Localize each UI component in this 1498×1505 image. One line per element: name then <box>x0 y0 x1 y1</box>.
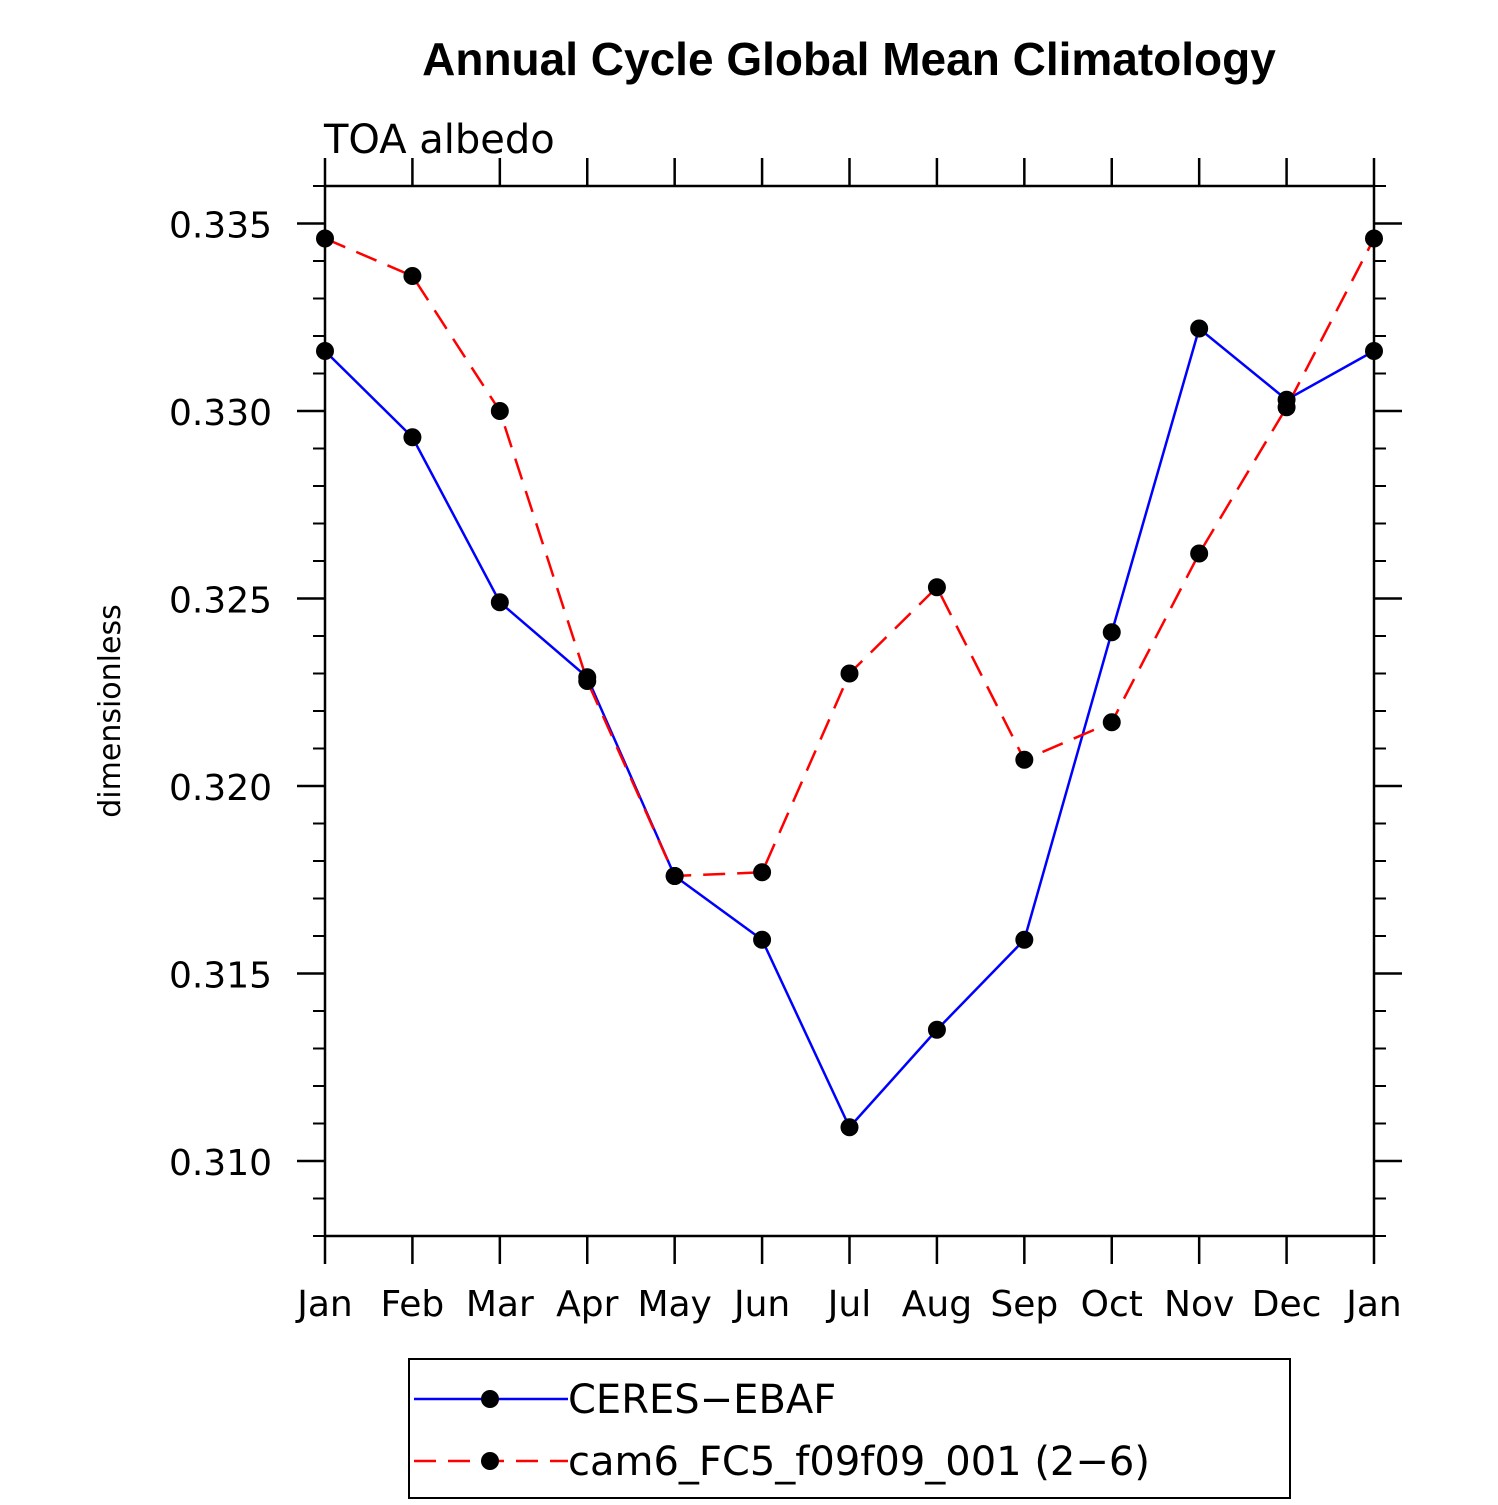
data-point-series-1 <box>1015 750 1034 769</box>
y-axis-label: dimensionless <box>93 604 128 817</box>
y-tick-label: 0.325 <box>169 581 272 622</box>
legend-marker-ceres <box>481 1390 499 1408</box>
series-line-0 <box>324 326 1375 1130</box>
data-point-series-1 <box>1190 544 1209 563</box>
data-point-series-0 <box>1015 930 1034 949</box>
x-tick-label: Jan <box>295 1284 353 1325</box>
legend-box <box>408 1358 1291 1499</box>
legend-label-cam6: cam6_FC5_f09f09_001 (2−6) <box>568 1439 1150 1485</box>
y-tick-label: 0.320 <box>169 768 272 809</box>
y-tick-labels: 0.310 0.315 0.320 0.325 0.330 0.335 <box>169 206 272 1185</box>
x-tick-label: Jun <box>732 1284 790 1325</box>
x-tick-label: Mar <box>466 1284 534 1325</box>
x-tick-label: Oct <box>1081 1284 1143 1325</box>
data-point-series-1 <box>578 672 597 690</box>
data-point-series-1 <box>403 267 422 285</box>
data-point-series-0 <box>1102 623 1121 642</box>
data-point-series-1 <box>665 867 684 885</box>
data-point-series-0 <box>490 593 509 612</box>
x-tick-labels: Jan Feb Mar Apr May Jun Jul Aug Sep Oct Nov Dec Jan <box>295 1284 1402 1325</box>
y-tick-label: 0.315 <box>169 956 272 997</box>
x-tick-label: Sep <box>990 1284 1058 1325</box>
data-point-series-1 <box>753 863 772 882</box>
data-point-series-0 <box>1190 319 1209 338</box>
data-point-series-1 <box>490 402 509 420</box>
series-line-1 <box>324 237 1376 878</box>
x-tick-label: Jan <box>1344 1284 1402 1325</box>
x-tick-label: Apr <box>556 1284 618 1325</box>
data-point-series-0 <box>403 428 422 447</box>
plot-frame <box>323 184 1376 1238</box>
data-point-series-1 <box>927 578 946 597</box>
data-point-series-0 <box>927 1020 946 1039</box>
data-point-series-1 <box>1277 398 1296 417</box>
legend: CERES−EBAF cam6_FC5_f09f09_001 (2−6) <box>408 1358 1291 1499</box>
series-group <box>316 229 1383 1137</box>
x-tick-label: Dec <box>1252 1284 1322 1325</box>
y-tick-label: 0.310 <box>169 1143 272 1184</box>
x-tick-label: Aug <box>902 1284 972 1325</box>
legend-marker-cam6 <box>481 1452 499 1470</box>
x-tick-label: Jul <box>826 1284 871 1325</box>
x-tick-label: Nov <box>1164 1284 1234 1325</box>
data-point-series-1 <box>840 664 859 683</box>
chart-subtitle: TOA albedo <box>323 117 555 163</box>
data-point-series-0 <box>840 1118 859 1137</box>
x-tick-label: May <box>637 1284 711 1325</box>
y-tick-label: 0.335 <box>169 206 272 247</box>
axis-ticks <box>297 158 1402 1264</box>
y-tick-label: 0.330 <box>169 393 272 434</box>
data-point-series-1 <box>1102 713 1121 732</box>
data-point-series-0 <box>753 930 772 949</box>
legend-label-ceres: CERES−EBAF <box>568 1377 836 1423</box>
x-tick-label: Feb <box>381 1284 445 1325</box>
chart-title: Annual Cycle Global Mean Climatology <box>422 33 1276 85</box>
